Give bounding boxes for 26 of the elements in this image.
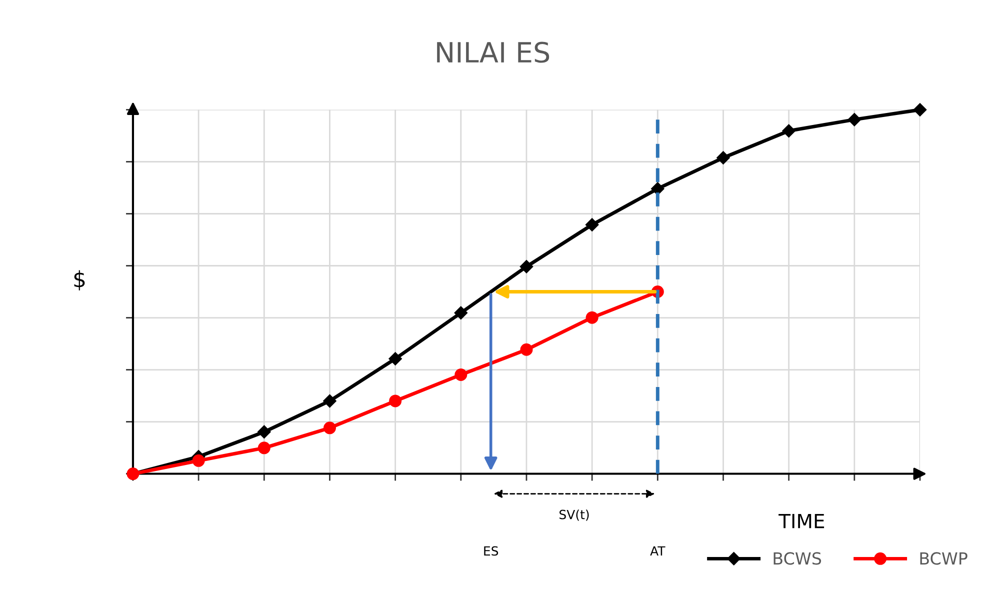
chart-title: NILAI ES [437, 42, 550, 63]
point [258, 442, 270, 454]
text: SV(t) [560, 510, 589, 521]
point [389, 394, 402, 408]
x-axis-title: TIME [778, 514, 824, 528]
point [520, 343, 533, 356]
point [586, 311, 598, 324]
point [651, 182, 664, 196]
point [258, 425, 271, 438]
point [782, 124, 796, 138]
point [454, 306, 468, 320]
point [585, 218, 599, 232]
text: ES [484, 546, 498, 556]
text: AT [650, 546, 666, 556]
point [388, 352, 402, 366]
point [913, 103, 927, 116]
point [192, 454, 205, 467]
point [323, 394, 336, 408]
y-axis-title: $ [74, 270, 85, 290]
point [848, 112, 861, 126]
point [716, 151, 730, 164]
point [323, 422, 336, 434]
point [520, 260, 534, 274]
legend-label: BCWS [774, 552, 822, 565]
legend-label: BCWP [920, 552, 968, 565]
point [454, 368, 468, 382]
